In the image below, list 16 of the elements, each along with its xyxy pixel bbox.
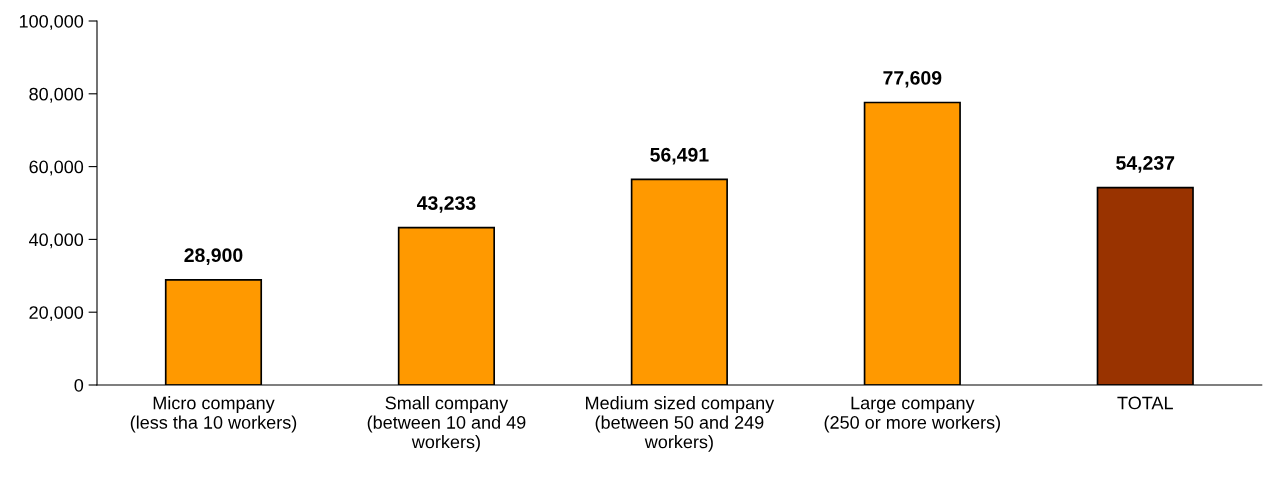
x-tick-label: Medium sized company (between 50 and 249 workers)	[586, 396, 775, 452]
data-label: 43,233	[416, 196, 476, 213]
y-tick-label: 60,000	[29, 160, 84, 176]
y-tick-label: 80,000	[29, 87, 84, 103]
y-tick-label: 40,000	[29, 233, 84, 249]
x-tick-label: Small company (between 10 and 49 workers)	[367, 396, 526, 452]
data-label: 28,900	[184, 248, 243, 265]
x-tick-label: Large company (250 or more workers)	[824, 396, 1000, 433]
x-tick-label: TOTAL	[1117, 396, 1173, 410]
x-tick-label: Micro company (less tha 10 workers)	[130, 396, 297, 433]
data-label: 54,237	[1116, 156, 1175, 173]
y-tick-label: 20,000	[29, 306, 84, 322]
data-label: 56,491	[650, 147, 709, 165]
data-label: 77,609	[883, 71, 942, 88]
y-tick-label: 100,000	[19, 14, 84, 30]
y-tick-label: 0	[74, 378, 84, 392]
